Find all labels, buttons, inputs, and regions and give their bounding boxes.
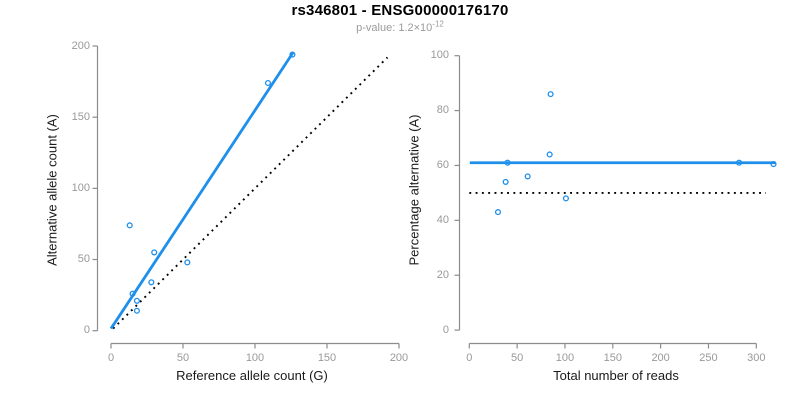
data-point — [504, 159, 511, 166]
right-x-tick-label: 0 — [466, 352, 473, 364]
right-x-axis-label: Total number of reads — [553, 368, 679, 383]
right-x-tick-label: 200 — [651, 352, 670, 364]
right-x-tick-label: 300 — [747, 352, 766, 364]
data-point — [494, 209, 502, 216]
data-point — [289, 51, 296, 58]
right-y-tick-label: 0 — [442, 323, 449, 336]
identity-line — [112, 56, 389, 330]
data-point — [126, 222, 133, 229]
right-y-tick-label: 40 — [436, 213, 449, 226]
right-y-tick-label: 100 — [430, 49, 449, 62]
left-x-tick-label: 100 — [245, 352, 265, 364]
data-point — [524, 173, 531, 180]
left-y-tick-label: 150 — [71, 110, 90, 123]
pvalue-text: p-value: 1.2×10 — [356, 22, 433, 34]
right-x-tick-label: 250 — [699, 352, 718, 364]
data-point — [133, 307, 140, 314]
right-x-tick-label: 100 — [555, 352, 575, 364]
data-point — [770, 161, 777, 168]
regression-line — [109, 51, 295, 330]
right-x-tick-label: 150 — [603, 352, 622, 364]
left-y-tick-label: 100 — [71, 181, 90, 194]
left-x-tick-label: 200 — [389, 352, 409, 364]
data-point — [562, 195, 569, 202]
figure-subtitle: p-value: 1.2×10-12 — [0, 19, 800, 34]
data-point — [133, 297, 140, 304]
data-point — [184, 259, 191, 266]
data-point — [151, 249, 158, 256]
left-y-tick-label: 0 — [83, 324, 90, 337]
figure-title: rs346801 - ENSG00000176170 — [291, 2, 509, 19]
right-x-tick-label: 50 — [511, 352, 524, 364]
left-y-tick-label: 50 — [77, 253, 90, 266]
data-point — [502, 178, 509, 185]
left-x-tick-label: 150 — [317, 352, 337, 364]
data-point — [547, 91, 554, 98]
right-y-tick-label: 20 — [436, 268, 449, 281]
left-y-tick-label: 200 — [71, 39, 90, 52]
data-point — [129, 290, 136, 297]
right-y-tick-label: 60 — [436, 158, 449, 171]
pvalue-exponent: -12 — [432, 19, 444, 29]
data-point — [546, 151, 553, 158]
data-point — [736, 159, 743, 166]
left-x-tick-label: 0 — [107, 352, 115, 364]
data-point — [148, 279, 155, 286]
left-x-axis-label: Reference allele count (G) — [176, 368, 328, 383]
right-y-axis-label: Percentage alternative (A) — [406, 114, 422, 266]
data-point — [264, 79, 272, 87]
left-x-tick-label: 50 — [176, 352, 190, 364]
right-y-tick-label: 80 — [436, 104, 449, 117]
